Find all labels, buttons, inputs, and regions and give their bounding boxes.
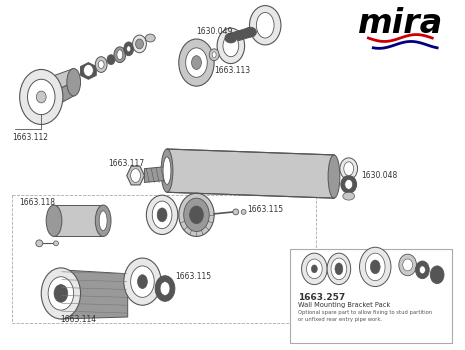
Ellipse shape bbox=[344, 162, 354, 176]
Ellipse shape bbox=[46, 205, 62, 237]
Ellipse shape bbox=[138, 275, 147, 288]
Ellipse shape bbox=[161, 149, 173, 192]
Bar bbox=[290, 249, 452, 343]
Polygon shape bbox=[80, 63, 96, 79]
Ellipse shape bbox=[163, 157, 171, 184]
Ellipse shape bbox=[48, 277, 73, 310]
Text: 1630.048: 1630.048 bbox=[361, 171, 398, 180]
Ellipse shape bbox=[36, 91, 46, 103]
Circle shape bbox=[53, 241, 59, 246]
Ellipse shape bbox=[209, 49, 219, 61]
Ellipse shape bbox=[225, 33, 237, 43]
Ellipse shape bbox=[184, 198, 209, 232]
Ellipse shape bbox=[160, 282, 170, 295]
Text: 1663.117: 1663.117 bbox=[108, 159, 144, 168]
Ellipse shape bbox=[341, 176, 357, 193]
Polygon shape bbox=[145, 167, 165, 182]
Ellipse shape bbox=[114, 47, 126, 63]
Ellipse shape bbox=[95, 57, 107, 72]
Ellipse shape bbox=[365, 253, 385, 281]
Ellipse shape bbox=[117, 50, 123, 60]
Ellipse shape bbox=[54, 285, 68, 302]
Text: 1663.113: 1663.113 bbox=[214, 66, 250, 75]
Ellipse shape bbox=[146, 34, 155, 42]
Ellipse shape bbox=[192, 56, 201, 69]
Ellipse shape bbox=[312, 265, 317, 273]
Ellipse shape bbox=[256, 13, 274, 38]
Ellipse shape bbox=[217, 28, 245, 64]
Ellipse shape bbox=[331, 258, 347, 280]
Ellipse shape bbox=[107, 55, 115, 64]
Ellipse shape bbox=[20, 69, 63, 125]
Ellipse shape bbox=[186, 48, 207, 77]
Ellipse shape bbox=[146, 195, 178, 234]
Polygon shape bbox=[41, 69, 73, 97]
Ellipse shape bbox=[250, 6, 281, 45]
Circle shape bbox=[36, 240, 43, 247]
Ellipse shape bbox=[155, 276, 175, 301]
Circle shape bbox=[233, 209, 239, 215]
Text: 1663.118: 1663.118 bbox=[20, 197, 56, 206]
Ellipse shape bbox=[335, 263, 343, 275]
Bar bbox=[12, 195, 316, 323]
Ellipse shape bbox=[306, 259, 322, 279]
Text: 1663.114: 1663.114 bbox=[60, 315, 97, 324]
Ellipse shape bbox=[399, 254, 417, 276]
Ellipse shape bbox=[67, 69, 80, 96]
Ellipse shape bbox=[190, 206, 203, 224]
Text: Optional spare part to allow fixing to stud partition: Optional spare part to allow fixing to s… bbox=[298, 310, 432, 315]
Polygon shape bbox=[127, 166, 145, 185]
Ellipse shape bbox=[99, 211, 107, 231]
Polygon shape bbox=[41, 82, 73, 114]
Ellipse shape bbox=[84, 64, 93, 76]
Ellipse shape bbox=[133, 35, 146, 53]
Ellipse shape bbox=[157, 208, 167, 222]
Ellipse shape bbox=[27, 79, 55, 115]
Ellipse shape bbox=[327, 253, 351, 285]
Ellipse shape bbox=[179, 193, 214, 237]
Ellipse shape bbox=[416, 261, 429, 279]
Polygon shape bbox=[61, 270, 128, 319]
Ellipse shape bbox=[430, 266, 444, 284]
Ellipse shape bbox=[345, 180, 352, 189]
Ellipse shape bbox=[212, 52, 216, 58]
Text: 1663.115: 1663.115 bbox=[247, 205, 284, 215]
Text: 1630.049: 1630.049 bbox=[197, 27, 233, 36]
Circle shape bbox=[241, 209, 246, 214]
Ellipse shape bbox=[328, 155, 340, 198]
Ellipse shape bbox=[124, 258, 161, 305]
Text: 1663.112: 1663.112 bbox=[12, 133, 48, 142]
Text: or unfixed rear entry pipe work.: or unfixed rear entry pipe work. bbox=[298, 317, 382, 322]
Ellipse shape bbox=[136, 39, 143, 49]
Ellipse shape bbox=[403, 259, 412, 271]
Text: 1663.257: 1663.257 bbox=[298, 293, 345, 302]
Polygon shape bbox=[231, 27, 251, 43]
Ellipse shape bbox=[95, 205, 111, 237]
Text: Wall Mounting Bracket Pack: Wall Mounting Bracket Pack bbox=[298, 302, 390, 308]
Ellipse shape bbox=[245, 27, 256, 37]
Ellipse shape bbox=[359, 247, 391, 287]
Ellipse shape bbox=[41, 268, 80, 319]
Ellipse shape bbox=[223, 35, 239, 57]
Ellipse shape bbox=[98, 61, 104, 69]
Polygon shape bbox=[54, 205, 103, 237]
Ellipse shape bbox=[343, 192, 355, 200]
Text: 1663.115: 1663.115 bbox=[175, 272, 211, 281]
Polygon shape bbox=[167, 149, 334, 198]
Ellipse shape bbox=[152, 201, 172, 229]
Ellipse shape bbox=[131, 169, 140, 182]
Ellipse shape bbox=[302, 253, 327, 285]
Ellipse shape bbox=[109, 57, 113, 63]
Ellipse shape bbox=[370, 260, 380, 274]
Ellipse shape bbox=[419, 266, 425, 274]
Ellipse shape bbox=[124, 42, 133, 56]
Ellipse shape bbox=[179, 39, 214, 86]
Ellipse shape bbox=[127, 46, 131, 52]
Text: mira: mira bbox=[358, 7, 444, 40]
Ellipse shape bbox=[340, 158, 358, 180]
Ellipse shape bbox=[131, 266, 154, 298]
